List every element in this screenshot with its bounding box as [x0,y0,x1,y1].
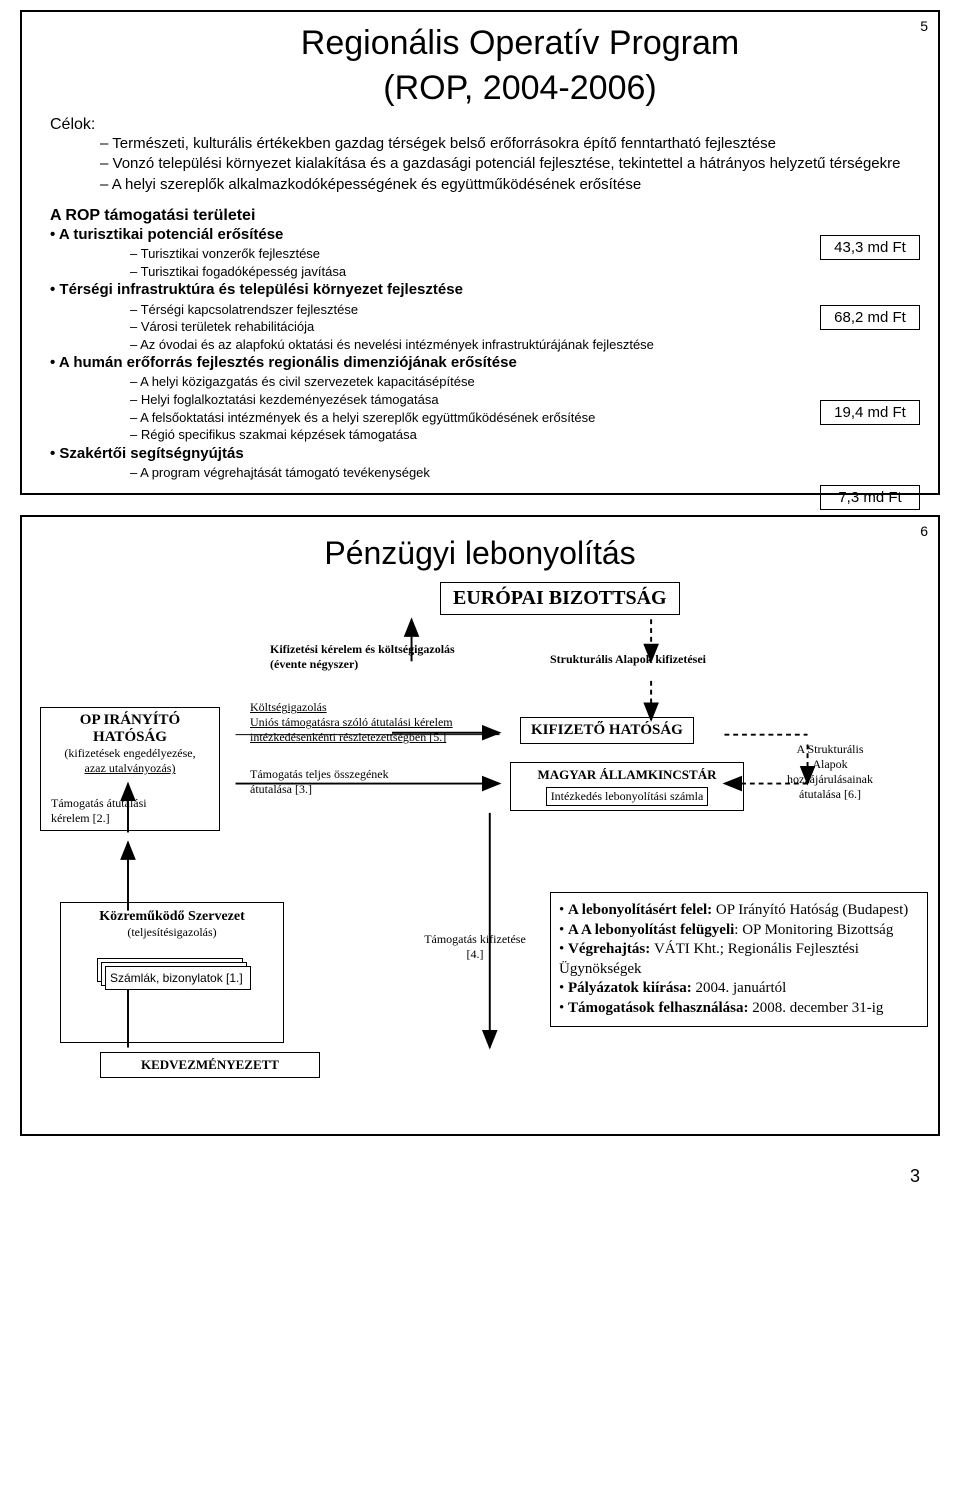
area-human-title: A humán erőforrás fejlesztés regionális … [50,353,800,373]
area-expert-item: A program végrehajtását támogató tevéken… [130,464,800,482]
area-human-item: Régió specifikus szakmai képzések támoga… [130,426,800,444]
area-infra-item: Térségi kapcsolatrendszer fejlesztése [130,301,800,319]
kifizeto-box: KIFIZETŐ HATÓSÁG [520,717,694,744]
area-expert-title: Szakértői segítségnyújtás [50,444,800,464]
area-tourism-item: Turisztikai vonzerők fejlesztése [130,245,800,263]
struct-label: A Strukturális Alapok hozzájárulásainak … [770,742,890,802]
page-number: 3 [0,1166,920,1187]
area-tourism-item: Turisztikai fogadóképesség javítása [130,263,800,281]
eu-right-label: Strukturális Alapok kifizetései [550,652,780,667]
slide-number: 5 [920,18,928,34]
szamlak-label: Számlák, bizonylatok [1.] [105,966,251,990]
badge-infra: 68,2 md Ft [820,305,920,330]
badge-tourism: 43,3 md Ft [820,235,920,260]
area-infra-item: Városi területek rehabilitációja [130,318,800,336]
goal-item: A helyi szereplők alkalmazkodóképességén… [100,175,920,195]
bullet-1: A lebonyolításért felel: OP Irányító Hat… [559,901,919,921]
eu-left-label: Kifizetési kérelem és költségigazolás (é… [270,642,500,672]
area-tourism-title: A turisztikai potenciál erősítése [50,225,800,245]
bullet-5: Támogatások felhasználása: 2008. decembe… [559,999,919,1019]
eu-commission-box: EURÓPAI BIZOTTSÁG [440,582,680,615]
slide-number: 6 [920,523,928,539]
kozrem-box: Közreműködő Szervezet (teljesítésigazolá… [60,902,284,1043]
badge-expert: 7,3 md Ft [820,485,920,510]
bullet-4: Pályázatok kiírása: 2004. januártól [559,979,919,999]
eu-commission-label: EURÓPAI BIZOTTSÁG [440,582,680,615]
bullet-3: Végrehajtás: VÁTI Kht.; Regionális Fejle… [559,940,919,979]
slide2-title: Pénzügyi lebonyolítás [40,535,920,572]
rop-heading: A ROP támogatási területei [50,207,920,225]
goal-item: Természeti, kulturális értékekben gazdag… [100,134,920,154]
op-hatosag-box: OP IRÁNYÍTÓ HATÓSÁG (kifizetések engedél… [40,707,220,831]
mid-labels: Költségigazolás Uniós támogatásra szóló … [250,700,510,745]
area-infra-item: Az óvodai és az alapfokú oktatási és nev… [130,336,800,354]
flow-diagram: EURÓPAI BIZOTTSÁG Kifizetési kérelem és … [40,582,920,1122]
badge-human: 19,4 md Ft [820,400,920,425]
slide1-title-line2: (ROP, 2004-2006) [120,69,920,108]
area-human-item: Helyi foglalkoztatási kezdeményezések tá… [130,391,800,409]
goals-label: Célok: [50,116,920,134]
kincstar-box: MAGYAR ÁLLAMKINCSTÁR Intézkedés lebonyol… [510,762,744,811]
bullet-2: A A lebonyolítást felügyeli: OP Monitori… [559,921,919,941]
slide-2: 6 Pénzügyi lebonyolítás [20,515,940,1136]
szamla-box: Intézkedés lebonyolítási számla [546,787,709,806]
area-human-item: A helyi közigazgatás és civil szervezete… [130,373,800,391]
area-human-item: A felsőoktatási intézmények és a helyi s… [130,409,800,427]
goal-item: Vonzó települési környezet kialakítása é… [100,154,920,174]
kedvezmenyezett-box: KEDVEZMÉNYEZETT [100,1052,320,1078]
slide1-title-line1: Regionális Operatív Program [120,24,920,63]
area-infra-title: Térségi infrastruktúra és települési kör… [50,280,800,300]
badge-column: 43,3 md Ft 68,2 md Ft 19,4 md Ft 7,3 md … [800,225,920,481]
right-bullets-box: A lebonyolításért felel: OP Irányító Hat… [550,892,928,1027]
goals-list: Természeti, kulturális értékekben gazdag… [100,134,920,195]
slide-1: 5 Regionális Operatív Program (ROP, 2004… [20,10,940,495]
kifizetes-label: Támogatás kifizetése [4.] [410,932,540,962]
teljes-label: Támogatás teljes összegének átutalása [3… [250,767,450,797]
